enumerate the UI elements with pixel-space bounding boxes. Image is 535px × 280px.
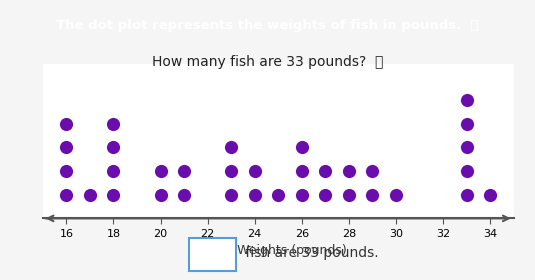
- X-axis label: Fish Weights (pounds): Fish Weights (pounds): [209, 244, 347, 257]
- Point: [227, 169, 235, 173]
- Point: [345, 192, 353, 197]
- Point: [462, 98, 471, 102]
- Point: [180, 169, 188, 173]
- Point: [345, 169, 353, 173]
- Text: fish are 33 pounds.: fish are 33 pounds.: [241, 246, 378, 260]
- Point: [462, 122, 471, 126]
- FancyBboxPatch shape: [189, 238, 236, 270]
- Point: [250, 192, 259, 197]
- Point: [227, 192, 235, 197]
- Text: The dot plot represents the weights of fish in pounds.  🔈: The dot plot represents the weights of f…: [56, 19, 479, 32]
- Point: [274, 192, 282, 197]
- Point: [462, 169, 471, 173]
- Point: [297, 145, 306, 150]
- Point: [321, 192, 330, 197]
- Point: [62, 122, 71, 126]
- Point: [297, 169, 306, 173]
- Point: [462, 145, 471, 150]
- Point: [462, 192, 471, 197]
- Point: [109, 169, 118, 173]
- Point: [62, 145, 71, 150]
- Point: [109, 145, 118, 150]
- Point: [368, 169, 377, 173]
- Text: How many fish are 33 pounds?  🔈: How many fish are 33 pounds? 🔈: [152, 55, 383, 69]
- Point: [321, 169, 330, 173]
- Point: [156, 192, 165, 197]
- Point: [109, 192, 118, 197]
- Point: [62, 192, 71, 197]
- Point: [250, 169, 259, 173]
- Point: [86, 192, 94, 197]
- Point: [486, 192, 494, 197]
- Point: [392, 192, 400, 197]
- Point: [227, 145, 235, 150]
- Point: [297, 192, 306, 197]
- Point: [156, 169, 165, 173]
- Point: [368, 192, 377, 197]
- Point: [62, 169, 71, 173]
- Point: [109, 122, 118, 126]
- Point: [180, 192, 188, 197]
